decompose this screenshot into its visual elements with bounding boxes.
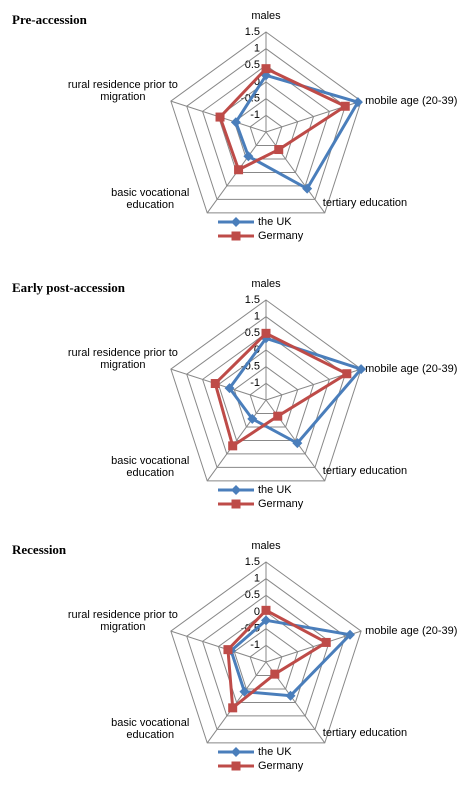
point xyxy=(247,413,258,424)
axis-label: mobile age (20-39) xyxy=(365,625,458,638)
grid-ring xyxy=(233,628,299,690)
axis-label: mobile age (20-39) xyxy=(365,363,458,376)
grid-ring xyxy=(249,644,283,676)
point xyxy=(261,605,271,615)
series-line xyxy=(227,336,364,446)
axis-label: rural residence prior to migration xyxy=(67,347,178,372)
point xyxy=(345,629,356,640)
legend-marker xyxy=(231,747,241,757)
grid-ring xyxy=(170,31,362,214)
grid-ring xyxy=(202,594,330,717)
legend-label: the UK xyxy=(258,484,292,496)
point xyxy=(261,615,271,626)
legend-label: Germany xyxy=(258,498,304,510)
grid-ring xyxy=(170,561,362,744)
r-tick-label: -1 xyxy=(250,109,260,121)
axis-label: basic vocational education xyxy=(111,454,190,479)
point xyxy=(270,669,280,679)
point xyxy=(239,686,250,697)
point xyxy=(274,145,284,155)
series-line xyxy=(234,73,361,191)
axis-label: males xyxy=(251,10,281,22)
grid-ring xyxy=(186,316,346,468)
r-tick-label: 1.5 xyxy=(245,26,260,38)
axis-label: rural residence prior to migration xyxy=(67,79,178,104)
legend-label: Germany xyxy=(258,760,304,772)
r-tick-label: 0 xyxy=(254,76,260,88)
legend-marker xyxy=(231,485,241,495)
series-line xyxy=(218,66,349,172)
grid-ring xyxy=(202,332,330,455)
r-tick-label: 1.5 xyxy=(245,556,260,568)
point xyxy=(285,690,296,701)
point xyxy=(234,165,244,175)
grid-ring xyxy=(217,611,315,703)
spoke xyxy=(206,661,267,744)
legend-label: Germany xyxy=(258,230,304,242)
axis-label: males xyxy=(251,540,281,552)
grid-ring xyxy=(249,114,283,146)
r-tick-label: -1 xyxy=(250,639,260,651)
r-tick-label: -1 xyxy=(250,377,260,389)
point xyxy=(243,151,254,162)
point xyxy=(302,183,313,194)
grid-ring xyxy=(249,382,283,414)
legend-marker xyxy=(231,499,241,509)
r-tick-label: 1 xyxy=(254,311,260,323)
spoke xyxy=(170,630,267,663)
spoke xyxy=(206,399,267,482)
point xyxy=(292,438,303,449)
chart-title: Early post-accession xyxy=(12,280,126,295)
point xyxy=(273,411,283,421)
chart-title: Pre-accession xyxy=(12,12,87,27)
axis-label: basic vocational education xyxy=(111,716,190,741)
series-line xyxy=(213,331,350,449)
point xyxy=(228,703,238,713)
grid-ring xyxy=(202,64,330,187)
point xyxy=(352,97,363,108)
axis-label: tertiary education xyxy=(322,196,408,209)
axis-label: males xyxy=(251,278,281,290)
legend-label: the UK xyxy=(258,216,292,228)
r-tick-label: 0.5 xyxy=(245,59,260,71)
grid-ring xyxy=(186,48,346,200)
legend-marker xyxy=(231,231,241,241)
r-tick-label: 0 xyxy=(254,606,260,618)
grid-ring xyxy=(170,299,362,482)
point xyxy=(356,364,367,375)
point xyxy=(224,383,235,394)
point xyxy=(215,112,225,122)
point xyxy=(342,369,352,379)
r-tick-label: 0.5 xyxy=(245,327,260,339)
point xyxy=(210,379,220,389)
point xyxy=(321,637,331,647)
point xyxy=(223,645,233,655)
series-line xyxy=(229,618,354,698)
point xyxy=(230,117,241,128)
series-line xyxy=(226,608,330,711)
r-tick-label: 1.5 xyxy=(245,294,260,306)
point xyxy=(228,441,238,451)
axis-label: tertiary education xyxy=(322,464,408,477)
axis-label: basic vocational education xyxy=(111,186,190,211)
spoke xyxy=(265,630,362,663)
axis-label: mobile age (20-39) xyxy=(365,95,458,108)
point xyxy=(261,64,271,74)
grid-ring xyxy=(186,578,346,730)
r-tick-label: 0.5 xyxy=(245,589,260,601)
legend-label: the UK xyxy=(258,746,292,758)
legend-marker xyxy=(231,217,241,227)
axis-label: rural residence prior to migration xyxy=(67,609,178,634)
point xyxy=(340,101,350,111)
point xyxy=(261,328,271,338)
r-tick-label: 1 xyxy=(254,573,260,585)
chart-title: Recession xyxy=(12,542,67,557)
grid-ring xyxy=(217,349,315,441)
legend-marker xyxy=(231,761,241,771)
axis-label: tertiary education xyxy=(322,726,408,739)
r-tick-label: 1 xyxy=(254,43,260,55)
